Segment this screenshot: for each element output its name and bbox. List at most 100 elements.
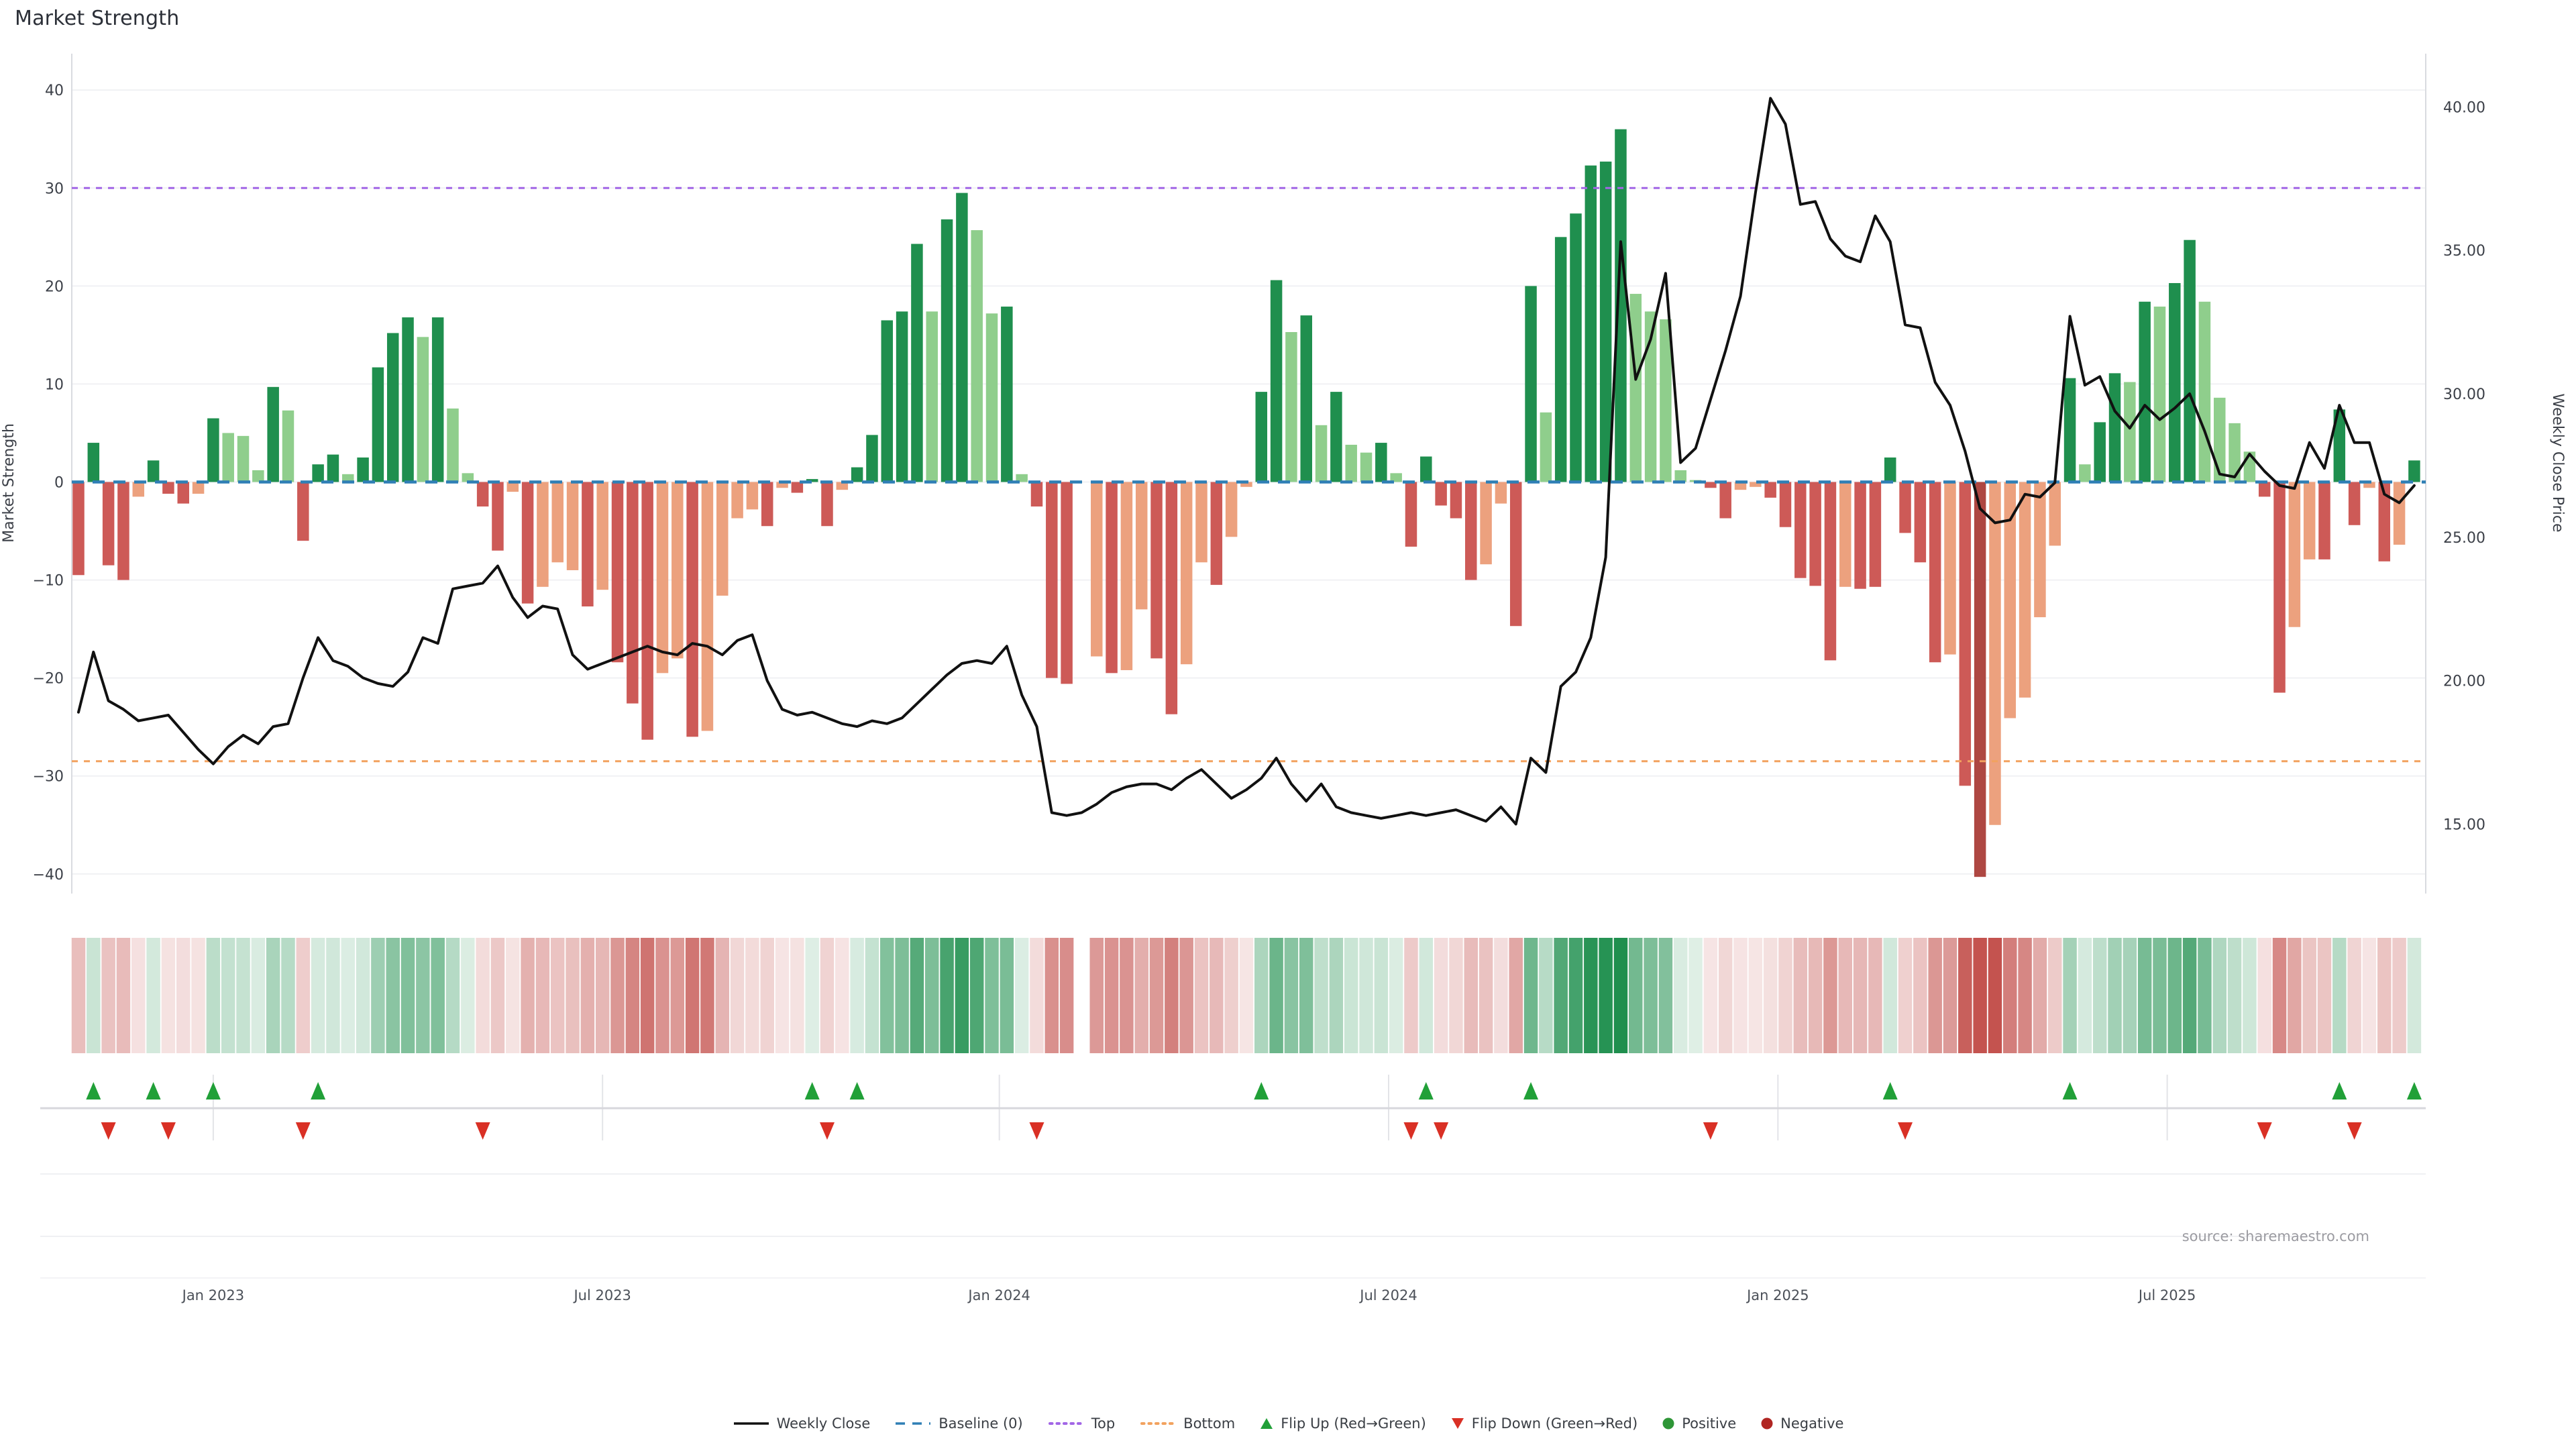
page-title: Market Strength — [15, 7, 180, 30]
flip-down-marker-icon — [1898, 1122, 1913, 1140]
legend-item-flip-up[interactable]: Flip Up (Red→Green) — [1259, 1415, 1426, 1432]
heatmap-cell — [2063, 938, 2077, 1053]
strength-bar — [1794, 482, 1807, 578]
strength-bar — [1330, 392, 1342, 482]
heatmap-cell — [2033, 938, 2047, 1053]
legend-item-baseline[interactable]: Baseline (0) — [894, 1415, 1023, 1432]
flip-up-marker-icon — [804, 1082, 820, 1099]
heatmap-cell — [2332, 938, 2347, 1053]
strength-bar — [1660, 319, 1672, 482]
heatmap-cell — [71, 938, 86, 1053]
heatmap-cell — [1658, 938, 1673, 1053]
flip-up-marker-icon — [205, 1082, 221, 1099]
heatmap-cell — [535, 938, 550, 1053]
flip-up-marker-icon — [1882, 1082, 1898, 1099]
flip-down-marker-icon — [160, 1122, 176, 1140]
strength-bar — [1435, 482, 1447, 506]
strength-bar — [1030, 482, 1043, 507]
heatmap-cell — [1973, 938, 1987, 1053]
strength-bar — [1629, 294, 1642, 482]
heatmap-cell — [2392, 938, 2406, 1053]
right-axis-tick: 35.00 — [2443, 243, 2485, 260]
heatmap-cell — [1030, 938, 1044, 1053]
strength-bar — [2079, 464, 2091, 482]
strength-bar — [342, 474, 354, 482]
strength-bar — [2258, 482, 2271, 497]
right-axis-tick: 20.00 — [2443, 674, 2485, 690]
legend-label: Baseline (0) — [938, 1415, 1023, 1432]
strength-bar — [1615, 129, 1627, 482]
legend-item-flip-down[interactable]: Flip Down (Green→Red) — [1450, 1415, 1638, 1432]
strength-bar — [372, 367, 384, 482]
strength-bar — [1570, 213, 1582, 482]
heatmap-cell — [2137, 938, 2152, 1053]
heatmap-cell — [1718, 938, 1733, 1053]
right-axis-tick: 30.00 — [2443, 386, 2485, 403]
right-axis-tick: 25.00 — [2443, 530, 2485, 547]
left-axis-tick: −40 — [33, 867, 64, 883]
strength-bar — [956, 193, 968, 482]
heatmap-cell — [1179, 938, 1193, 1053]
legend-item-top[interactable]: Top — [1047, 1415, 1115, 1432]
strength-bar — [1001, 307, 1013, 482]
strength-bar — [297, 482, 309, 541]
dashed-line-icon — [896, 1422, 931, 1425]
heatmap-cell — [924, 938, 939, 1053]
strength-bar — [87, 443, 100, 482]
heatmap-cell — [1808, 938, 1823, 1053]
heatmap-cell — [1104, 938, 1119, 1053]
heatmap-cell — [640, 938, 655, 1053]
legend-item-weekly-close[interactable]: Weekly Close — [733, 1415, 870, 1432]
left-axis-tick: −30 — [33, 769, 64, 786]
left-axis-tick: 20 — [45, 278, 64, 295]
heatmap-cell — [805, 938, 819, 1053]
heatmap-cell — [1838, 938, 1853, 1053]
heatmap-cell — [670, 938, 685, 1053]
strength-bar — [282, 410, 294, 482]
strength-bar — [1405, 482, 1417, 547]
strength-bar — [447, 408, 459, 482]
strength-bar — [2184, 239, 2196, 482]
heatmap-cell — [985, 938, 999, 1053]
heatmap-cell — [2108, 938, 2122, 1053]
strength-bar — [1390, 473, 1402, 482]
legend-item-bottom[interactable]: Bottom — [1139, 1415, 1235, 1432]
strength-bar — [1091, 482, 1103, 657]
strength-bar — [102, 482, 115, 566]
heatmap-cell — [790, 938, 804, 1053]
strength-bar — [881, 320, 894, 482]
legend-item-positive[interactable]: Positive — [1662, 1415, 1736, 1432]
heatmap-cell — [1778, 938, 1792, 1053]
flip-down-marker-icon — [820, 1122, 835, 1140]
strength-bar — [761, 482, 773, 527]
heatmap-cell — [1523, 938, 1538, 1053]
heatmap-cell — [1044, 938, 1059, 1053]
strength-bar — [1525, 286, 1537, 482]
strength-bar — [776, 482, 788, 488]
x-axis-label: Jul 2023 — [572, 1287, 631, 1303]
heatmap-cell — [236, 938, 250, 1053]
heatmap-cell — [1434, 938, 1448, 1053]
heatmap-cell — [1165, 938, 1179, 1053]
legend-label: Positive — [1682, 1415, 1737, 1432]
strength-bar — [1854, 482, 1866, 589]
circle-icon — [1761, 1417, 1773, 1430]
flip-down-marker-icon — [1029, 1122, 1044, 1140]
legend-item-negative[interactable]: Negative — [1760, 1415, 1843, 1432]
strength-bar — [1150, 482, 1163, 659]
triangle-down-icon — [1451, 1418, 1464, 1429]
strength-bar — [1106, 482, 1118, 674]
heatmap-cell — [580, 938, 595, 1053]
heatmap-cell — [1958, 938, 1972, 1053]
heatmap-cell — [521, 938, 535, 1053]
strength-bar — [462, 473, 474, 482]
heatmap-cell — [161, 938, 176, 1053]
circle-icon — [1662, 1417, 1674, 1430]
strength-bar — [1974, 482, 1986, 877]
strength-bar — [147, 460, 160, 482]
strength-bar — [941, 219, 953, 482]
strength-bar — [1255, 392, 1268, 482]
right-axis-title: Weekly Close Price — [2549, 394, 2566, 533]
heatmap-cell — [2272, 938, 2287, 1053]
strength-bar — [2303, 482, 2316, 559]
